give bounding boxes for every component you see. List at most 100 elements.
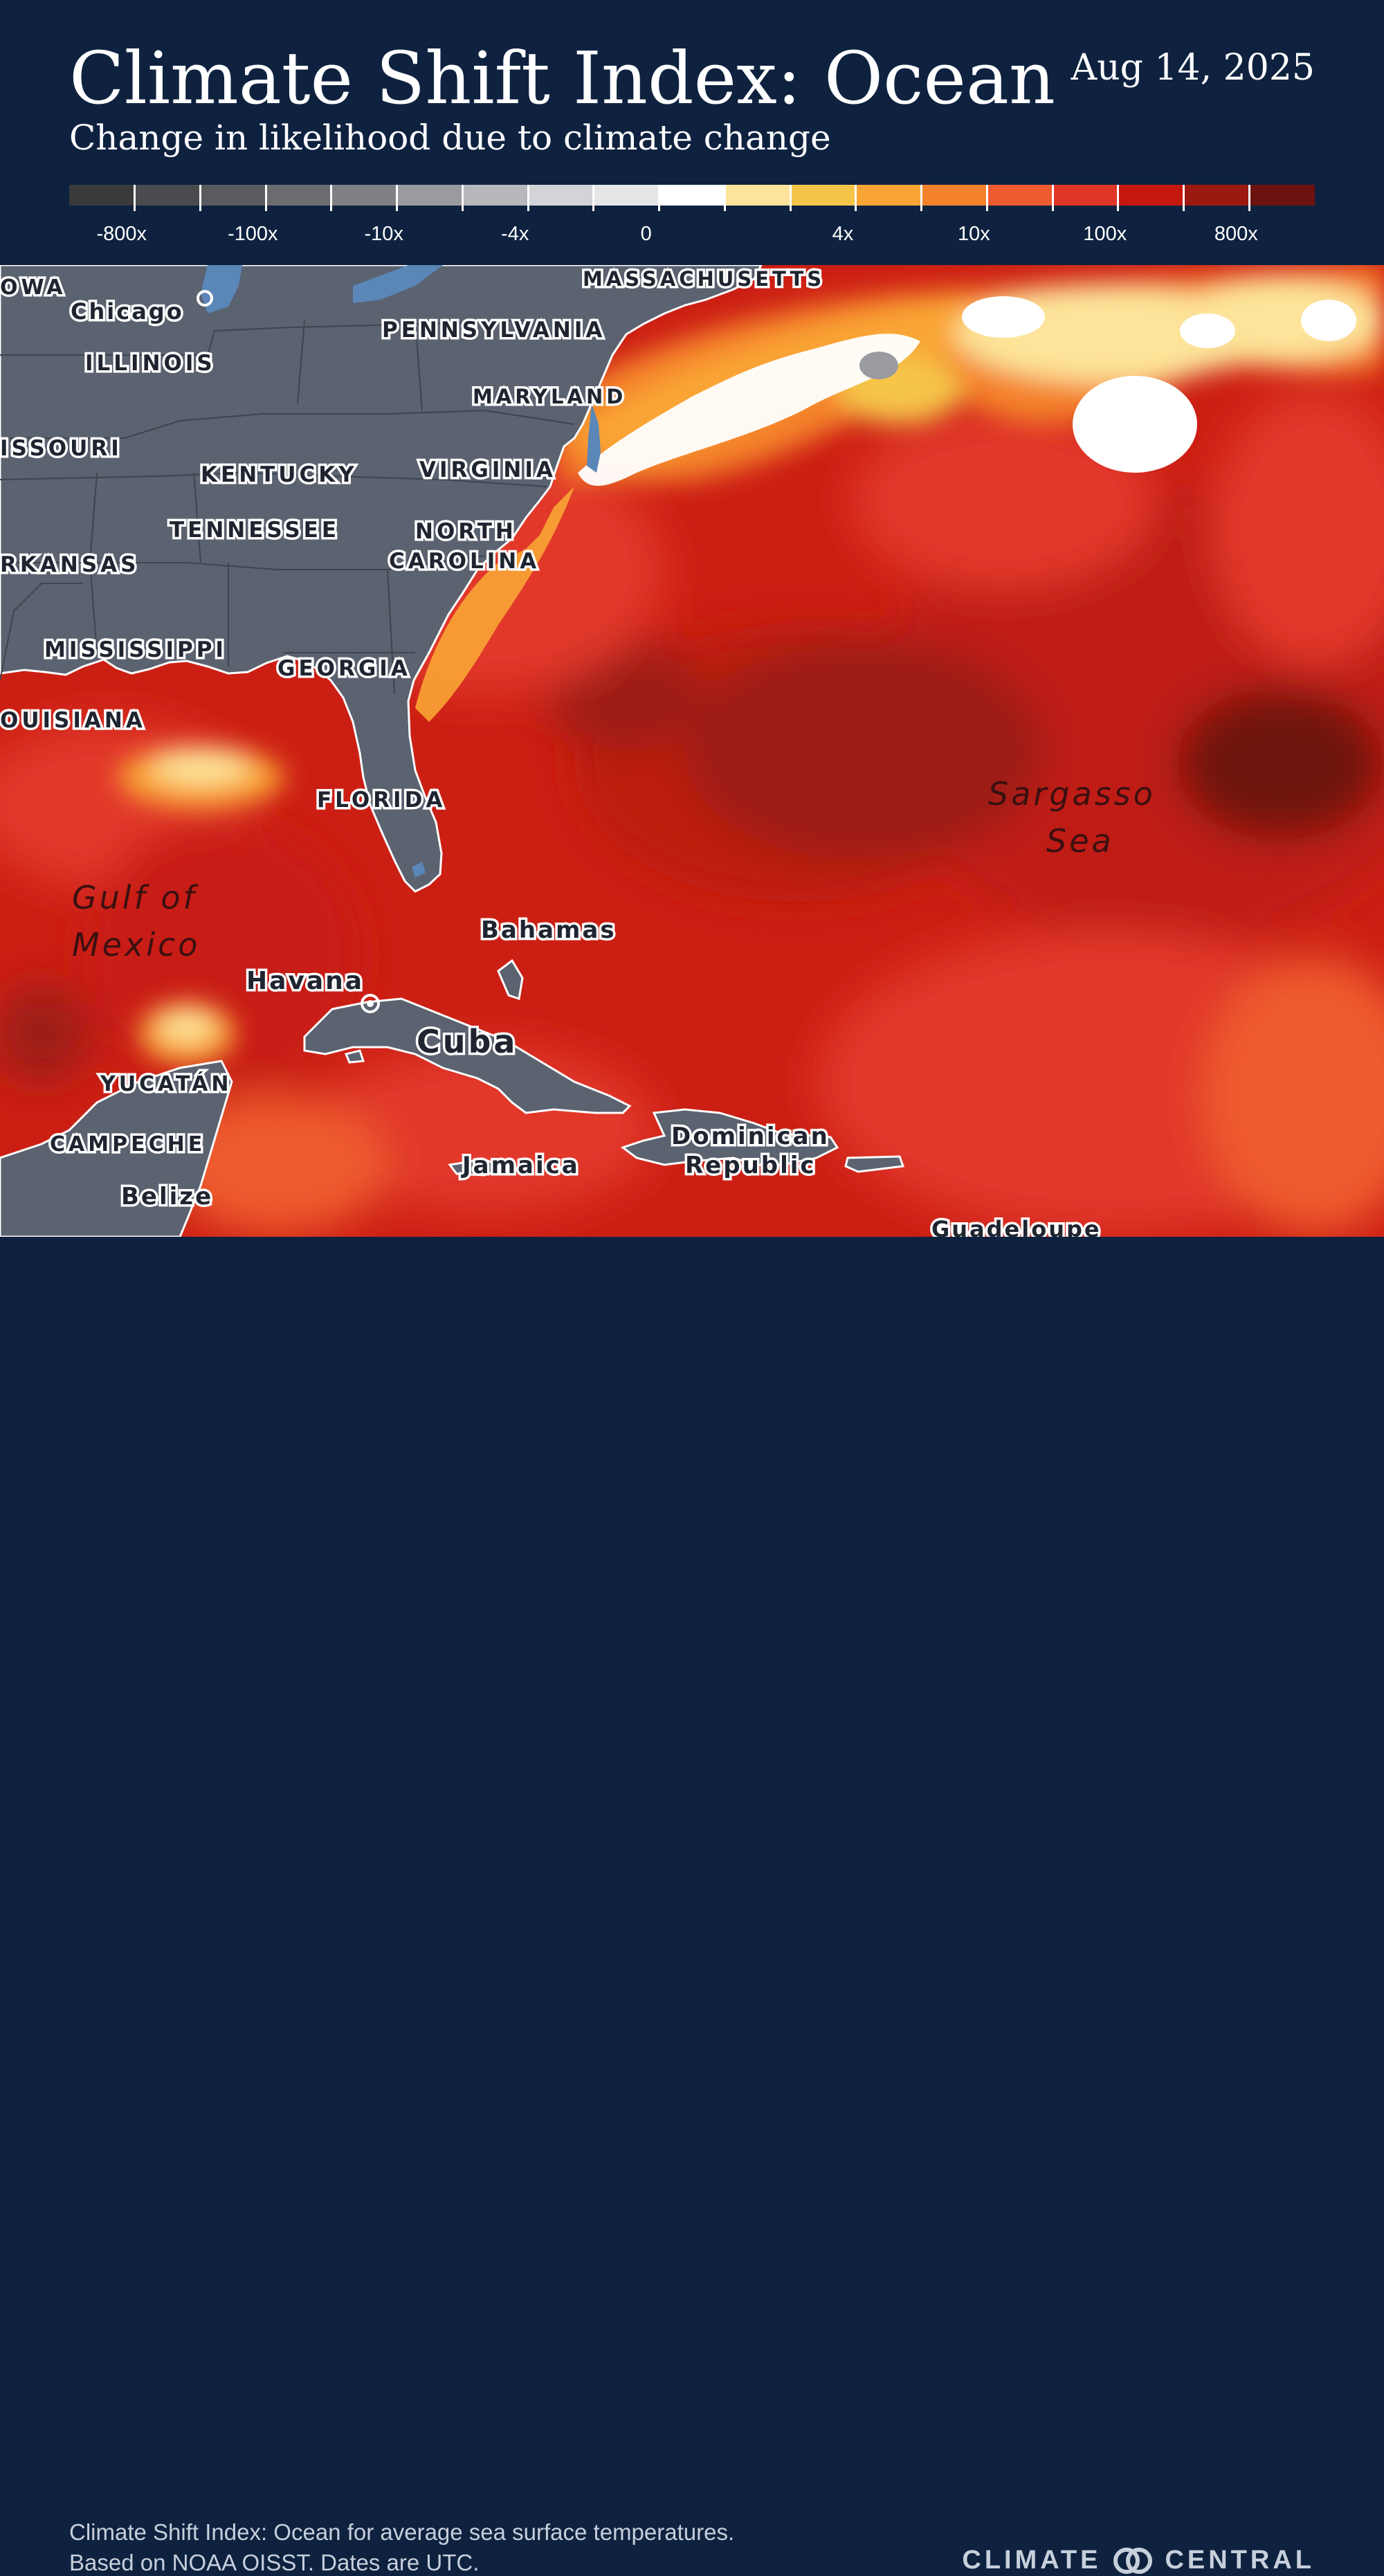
- legend-tick-mark: [855, 185, 857, 211]
- legend-tick-label: -100x: [227, 223, 278, 245]
- legend-tick-mark: [134, 185, 136, 211]
- legend-swatch: [134, 185, 201, 206]
- legend-tick-mark: [396, 185, 399, 211]
- sst-anomaly-layer: [0, 390, 1384, 1234]
- legend-tick-label: -10x: [364, 223, 403, 245]
- legend-tick-mark: [1051, 185, 1054, 211]
- chesapeake-bay: [587, 403, 601, 473]
- isle-of-youth: [344, 1049, 365, 1064]
- legend-tick-mark: [723, 185, 726, 211]
- footer: Climate Shift Index: Ocean for average s…: [0, 1237, 1384, 2575]
- gulf-warm-patches: [118, 746, 284, 1064]
- us-mainland: [0, 265, 763, 893]
- label-bahamas: Bahamas: [481, 916, 617, 944]
- label-dominican-2: Republic: [685, 1152, 817, 1179]
- label-north-carolina-1: NORTH: [415, 519, 517, 544]
- legend-tick-mark: [592, 185, 595, 211]
- cuba: [303, 997, 632, 1114]
- label-cuba: Cuba: [417, 1023, 518, 1060]
- footer-note-line-1: Climate Shift Index: Ocean for average s…: [69, 2519, 735, 2545]
- legend-swatch: [790, 185, 856, 206]
- legend-swatch: [921, 185, 987, 206]
- label-maryland: MARYLAND: [473, 385, 626, 408]
- lake-erie: [353, 265, 443, 303]
- page-title: Climate Shift Index: Ocean: [69, 36, 1055, 120]
- brand-left-text: CLIMATE: [962, 2546, 1102, 2575]
- legend-tick-mark: [920, 185, 923, 211]
- legend-swatch: [1249, 185, 1315, 206]
- havana-marker: [361, 994, 380, 1013]
- legend-tick-mark: [1183, 185, 1185, 211]
- label-pennsylvania: PENNSYLVANIA: [382, 318, 606, 343]
- legend-tick-mark: [658, 185, 661, 211]
- legend-swatch: [1053, 185, 1118, 206]
- legend-tick-mark: [789, 185, 792, 211]
- label-virginia: VIRGINIA: [419, 457, 556, 482]
- header: Climate Shift Index: Ocean Change in lik…: [0, 0, 1384, 265]
- page-subtitle: Change in likelihood due to climate chan…: [69, 118, 831, 158]
- label-iowa: OWA: [0, 275, 66, 300]
- label-mississippi: MISSISSIPPI: [44, 637, 227, 662]
- label-chicago: Chicago: [71, 298, 184, 325]
- label-guadeloupe: Guadeloupe: [931, 1216, 1102, 1237]
- puerto-rico: [844, 1155, 905, 1173]
- legend-swatch: [397, 185, 463, 206]
- havana-marker-inner: [367, 1000, 374, 1007]
- label-missouri: ISSOURI: [0, 436, 122, 461]
- legend-tick-label: 100x: [1083, 223, 1127, 245]
- label-north-carolina-2: CAROLINA: [389, 549, 540, 574]
- state-borders: [0, 320, 575, 695]
- label-gulf-1: Gulf of: [72, 879, 199, 916]
- label-belize: Belize: [121, 1183, 213, 1210]
- legend-tick-mark: [199, 185, 201, 211]
- legend-swatch: [331, 185, 397, 206]
- footer-note-line-2: Based on NOAA OISST. Dates are UTC.: [69, 2550, 480, 2575]
- legend-tick-mark: [461, 185, 464, 211]
- label-sargasso-2: Sea: [1046, 822, 1114, 860]
- label-illinois: ILLINOIS: [85, 351, 216, 376]
- legend-tick-label: 800x: [1214, 223, 1258, 245]
- label-arkansas: RKANSAS: [0, 552, 139, 577]
- linked-rings-icon: [1113, 2547, 1153, 2574]
- label-sargasso-1: Sargasso: [988, 775, 1156, 813]
- label-louisiana: OUISIANA: [0, 708, 146, 733]
- label-massachusetts: MASSACHUSETTS: [583, 267, 825, 291]
- legend-tick-mark: [985, 185, 988, 211]
- legend-swatch: [1118, 185, 1184, 206]
- label-havana: Havana: [246, 967, 364, 995]
- label-florida: FLORIDA: [317, 788, 446, 813]
- legend-swatch: [725, 185, 791, 206]
- label-jamaica: Jamaica: [461, 1152, 580, 1179]
- legend-swatch: [1183, 185, 1250, 206]
- yucatan-peninsula: [0, 1060, 233, 1237]
- legend-tick-label: 4x: [832, 223, 854, 245]
- legend-tick-mark: [264, 185, 267, 211]
- legend-swatch: [987, 185, 1053, 206]
- legend-swatch: [200, 185, 266, 206]
- brand-right-text: CENTRAL: [1165, 2546, 1315, 2575]
- label-georgia: GEORGIA: [277, 656, 411, 681]
- date-label: Aug 14, 2025: [1071, 47, 1315, 89]
- legend-swatch: [855, 185, 922, 206]
- label-tennessee: TENNESSEE: [170, 518, 340, 543]
- label-yucatan: YUCATÁN: [100, 1071, 232, 1096]
- legend-tick-mark: [330, 185, 333, 211]
- coastal-warm-strip: [415, 487, 574, 722]
- label-gulf-2: Mexico: [72, 926, 200, 963]
- legend-tick-label: 10x: [957, 223, 990, 245]
- label-kentucky: KENTUCKY: [201, 462, 358, 487]
- legend-tick-label: -800x: [96, 223, 147, 245]
- lake-okeechobee: [412, 862, 426, 878]
- hispaniola: [620, 1108, 839, 1166]
- legend-swatch: [266, 185, 331, 206]
- city-markers: [197, 290, 380, 1013]
- legend-color-bar: [69, 185, 1315, 206]
- legend-tick-mark: [1248, 185, 1250, 211]
- legend-tick-label: -4x: [501, 223, 529, 245]
- legend-tick-label: 0: [640, 223, 652, 245]
- legend-swatch: [528, 185, 594, 206]
- ocean-map: OWA Chicago ILLINOIS ISSOURI KENTUCKY TE…: [0, 265, 1384, 1237]
- legend-swatch: [69, 185, 135, 206]
- gulf-stream-core: [578, 296, 1356, 486]
- legend-swatch: [659, 185, 725, 206]
